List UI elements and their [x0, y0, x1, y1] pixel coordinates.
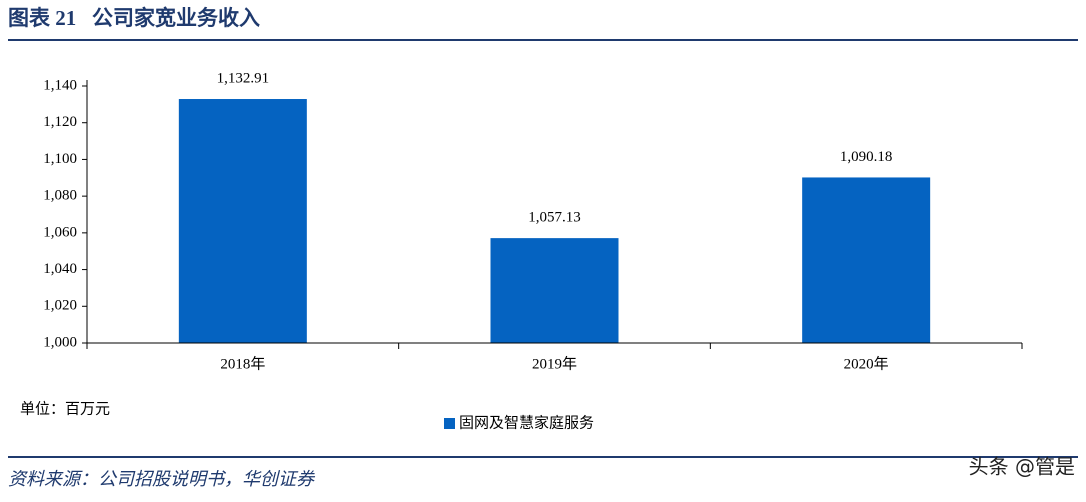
y-tick-label: 1,040	[43, 261, 77, 277]
y-tick-label: 1,120	[43, 114, 77, 130]
value-label: 1,057.13	[528, 210, 581, 226]
x-tick-label: 2018年	[220, 355, 265, 372]
y-tick-label: 1,000	[43, 334, 77, 350]
legend-label: 固网及智慧家庭服务	[459, 413, 594, 431]
x-tick-label: 2019年	[532, 355, 577, 372]
y-tick-label: 1,060	[43, 224, 77, 240]
y-tick-label: 1,100	[43, 151, 77, 167]
y-tick-label: 1,020	[43, 298, 77, 314]
bar	[490, 238, 619, 343]
chart-title: 图表 21 公司家宽业务收入	[8, 6, 260, 30]
y-tick-label: 1,140	[43, 77, 77, 93]
x-tick-label: 2020年	[844, 355, 889, 372]
watermark: 头条 @管是	[969, 455, 1075, 479]
y-tick-label: 1,080	[43, 188, 77, 204]
legend-swatch	[444, 418, 455, 429]
value-label: 1,090.18	[840, 149, 893, 165]
bar	[178, 99, 307, 343]
source: 资料来源：公司招股说明书，华创证券	[8, 469, 316, 489]
value-label: 1,132.91	[217, 70, 270, 86]
bar	[802, 177, 931, 343]
unit-note: 单位：百万元	[20, 400, 110, 417]
